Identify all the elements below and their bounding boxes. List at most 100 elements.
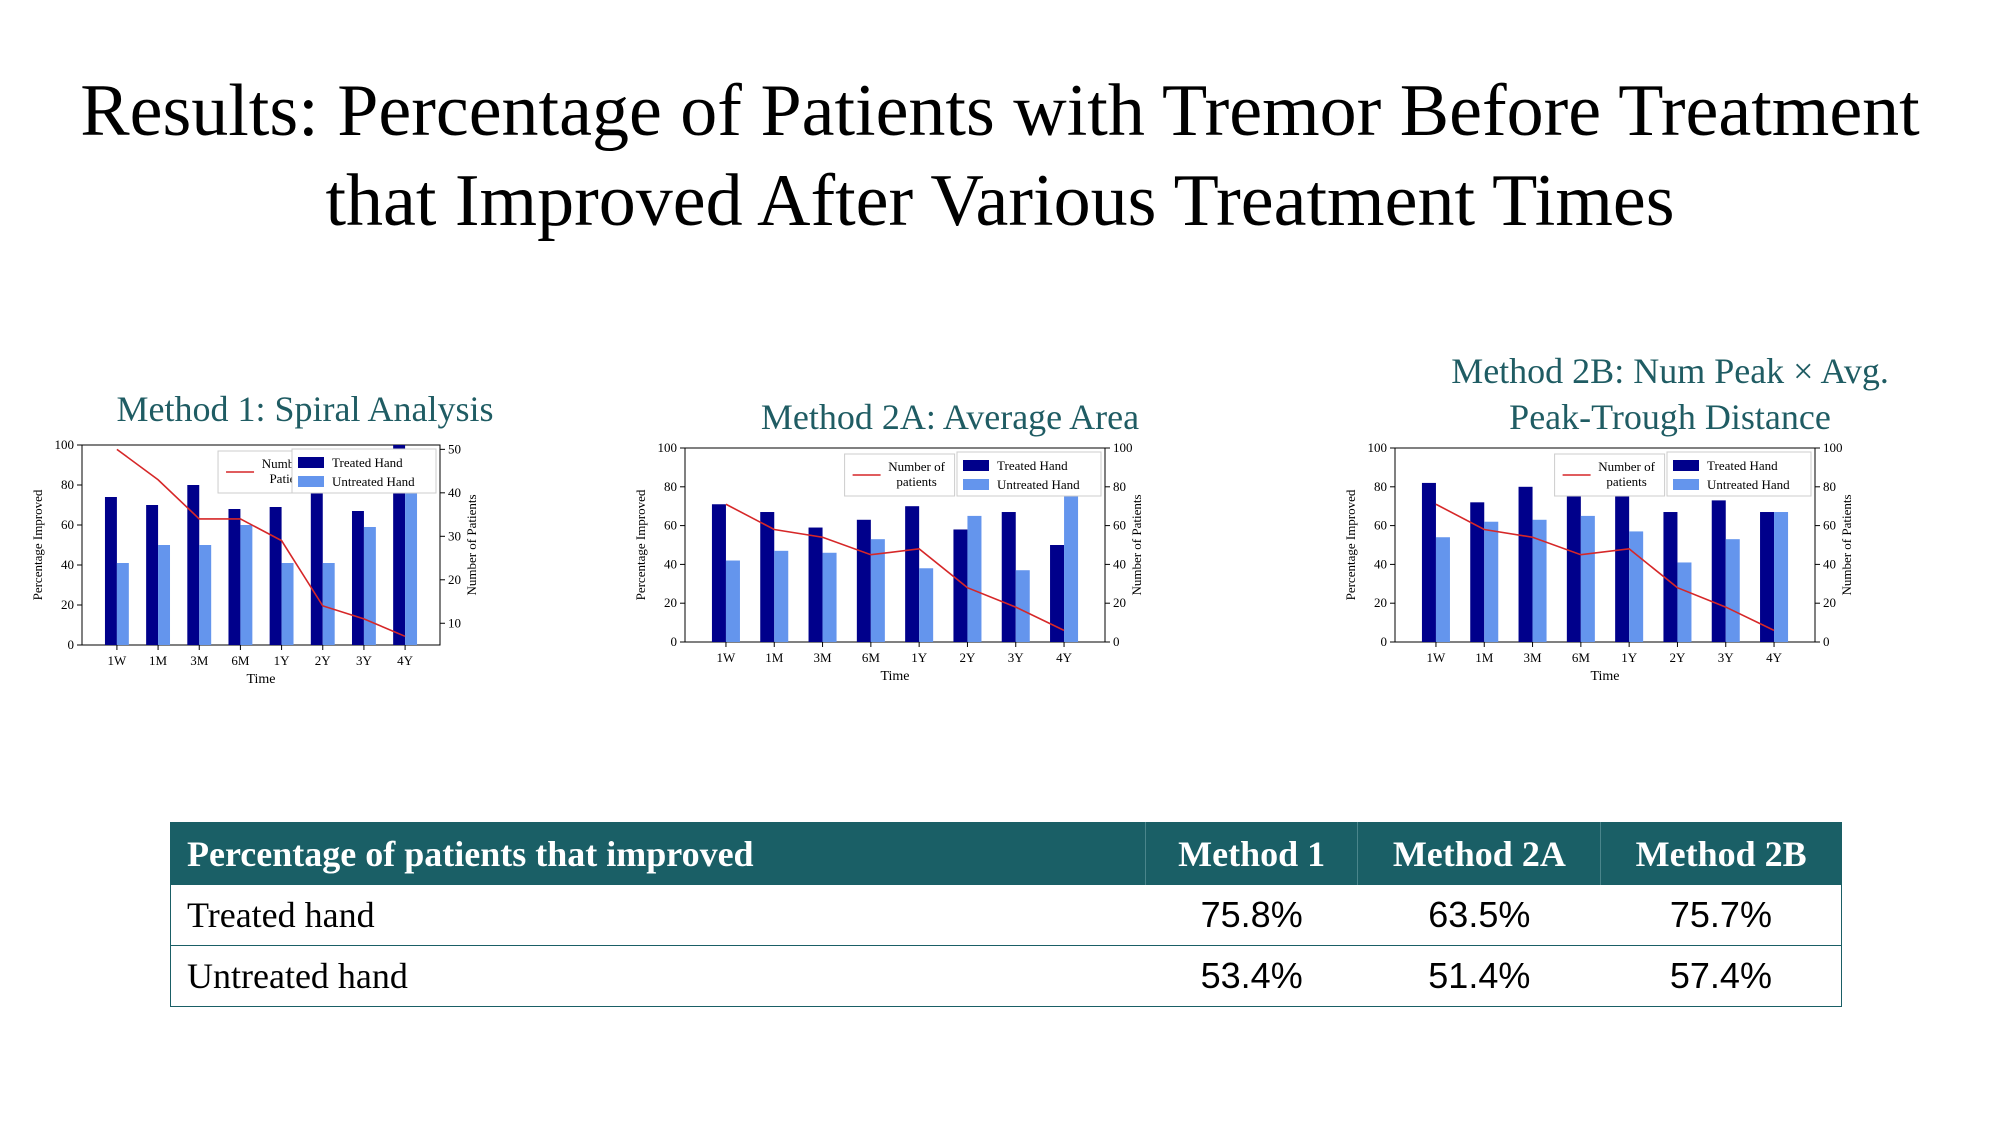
y-tick-label: 40	[61, 557, 74, 572]
bar-treated-hand	[310, 485, 323, 645]
y-tick-label: 20	[664, 595, 677, 610]
y2-tick-label: 40	[1113, 556, 1126, 571]
legend-swatch-treated-hand	[963, 460, 989, 471]
y-axis-label: Percentage Improved	[633, 489, 648, 600]
x-tick-label: 6M	[1572, 650, 1591, 665]
chart-title-method-2b: Method 2B: Num Peak × Avg. Peak-Trough D…	[1370, 348, 1970, 440]
y2-tick-label: 0	[1113, 634, 1120, 649]
line-number-of-patients	[1435, 503, 1775, 632]
y2-tick-label: 20	[1113, 595, 1126, 610]
y-tick-label: 0	[671, 634, 678, 649]
x-tick-label: 3Y	[1718, 650, 1735, 665]
line-number-of-patients	[725, 503, 1065, 632]
line-number-of-patients	[116, 448, 406, 638]
x-tick-label: 1M	[765, 650, 784, 665]
x-tick-label: 4Y	[397, 653, 414, 668]
chart-title-method-2a: Method 2A: Average Area	[760, 397, 1140, 437]
chart-method-2b: 0 20 40 60 80 100 0 20 40 60 80 100 1W 1M 3M 6M 1Y 2Y 3Y 4Y…	[1343, 440, 1854, 684]
bar-untreated-hand	[363, 527, 376, 645]
bar-untreated-hand	[1629, 531, 1644, 642]
x-tick-label: 1W	[108, 653, 128, 668]
x-tick-label: 1Y	[274, 653, 291, 668]
bar-treated-hand	[269, 507, 282, 645]
bar-treated-hand	[1760, 512, 1775, 642]
legend-line-label: patients	[896, 474, 936, 489]
bar-untreated-hand	[919, 568, 934, 642]
bar-untreated-hand	[1580, 515, 1595, 642]
bar-untreated-hand	[1774, 512, 1789, 642]
y2-tick-label: 100	[1113, 440, 1133, 455]
legend-label: Untreated Hand	[1707, 477, 1790, 492]
bar-untreated-hand	[967, 515, 982, 642]
table-cell: 63.5%	[1357, 884, 1601, 946]
bar-treated-hand	[1566, 480, 1581, 642]
y-tick-label: 80	[61, 477, 74, 492]
y-tick-label: 0	[1381, 634, 1388, 649]
bar-untreated-hand	[1484, 521, 1499, 642]
bar-untreated-hand	[405, 479, 418, 645]
x-tick-label: 1M	[149, 653, 168, 668]
x-tick-label: 6M	[231, 653, 250, 668]
bar-untreated-hand	[1725, 539, 1740, 642]
x-tick-label: 2Y	[315, 653, 332, 668]
chart-title-method-2b-line-2: Peak-Trough Distance	[1509, 397, 1831, 437]
y2-tick-label: 10	[448, 615, 461, 630]
y-axis-label: Percentage Improved	[30, 489, 45, 600]
table-cell: 53.4%	[1145, 945, 1358, 1007]
results-table: Percentage of patients that improved Met…	[170, 822, 1842, 1007]
bar-untreated-hand	[1532, 519, 1547, 642]
bar-untreated-hand	[281, 563, 294, 645]
x-tick-label: 1Y	[1621, 650, 1638, 665]
plot-frame	[81, 444, 441, 646]
x-tick-label: 3Y	[1008, 650, 1025, 665]
legend-label: Untreated Hand	[997, 477, 1080, 492]
bar-treated-hand	[1615, 486, 1630, 642]
y2-axis-label: Number of Patients	[1129, 494, 1144, 595]
bar-untreated-hand	[322, 563, 335, 645]
chart-title-method-1: Method 1: Spiral Analysis	[116, 389, 494, 429]
table-header-method-2b: Method 2B	[1600, 822, 1842, 885]
bar-treated-hand	[905, 506, 920, 642]
x-tick-label: 3M	[1524, 650, 1543, 665]
y2-tick-label: 100	[1823, 440, 1843, 455]
table-row: Treated hand 75.8% 63.5% 75.7%	[170, 884, 1842, 946]
bar-untreated-hand	[158, 545, 171, 645]
x-axis-label: Time	[880, 669, 909, 684]
x-tick-label: 1Y	[911, 650, 928, 665]
y2-axis-label: Number of Patients	[464, 494, 479, 595]
y2-tick-label: 30	[448, 528, 461, 543]
x-tick-label: 3M	[814, 650, 833, 665]
chart-title-method-2b-line-1: Method 2B: Num Peak × Avg.	[1451, 351, 1889, 391]
chart-method-1: 0 20 40 60 80 100 10 20 30 40 50 1W 1M 3M 6M 1Y 2Y 3Y 4Y Ti…	[30, 437, 479, 687]
bar-untreated-hand	[116, 563, 129, 645]
table-header-method-1: Method 1	[1145, 822, 1359, 885]
bar-untreated-hand	[240, 525, 253, 645]
slide-title: Results: Percentage of Patients with Tre…	[0, 66, 2000, 246]
bar-untreated-hand	[199, 545, 212, 645]
y-tick-label: 100	[55, 437, 75, 452]
bar-treated-hand	[1518, 486, 1533, 642]
y2-tick-label: 40	[448, 485, 461, 500]
bar-treated-hand	[228, 509, 241, 645]
bar-untreated-hand	[725, 560, 740, 642]
plot-frame	[1394, 447, 1816, 643]
x-tick-label: 4Y	[1766, 650, 1783, 665]
bar-treated-hand	[351, 511, 364, 645]
bar-untreated-hand	[822, 552, 837, 642]
table-cell-row-label: Treated hand	[170, 884, 1146, 946]
x-tick-label: 1W	[1427, 650, 1447, 665]
legend-line-label: Number of	[1598, 459, 1655, 474]
bar-untreated-hand	[1064, 480, 1079, 642]
legend-label: Treated Hand	[1707, 458, 1778, 473]
legend-line-label: patients	[1606, 474, 1646, 489]
bar-untreated-hand	[774, 550, 789, 642]
x-axis-label: Time	[1590, 669, 1619, 684]
bar-treated-hand	[808, 527, 823, 642]
legend-swatch-treated-hand	[1673, 460, 1699, 471]
x-tick-label: 1M	[1475, 650, 1494, 665]
bar-untreated-hand	[870, 539, 885, 642]
legend-label: Treated Hand	[997, 458, 1068, 473]
table-cell: 57.4%	[1600, 945, 1842, 1007]
y2-tick-label: 80	[1823, 479, 1836, 494]
x-axis-label: Time	[246, 672, 275, 687]
